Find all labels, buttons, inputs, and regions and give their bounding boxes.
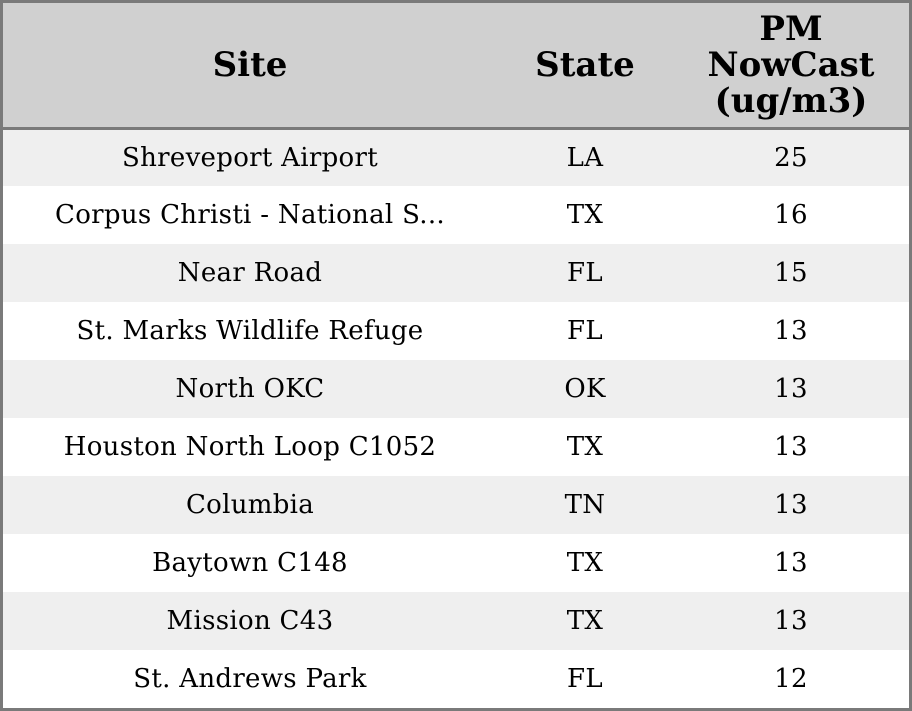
cell-state: FL <box>567 258 603 288</box>
table-row: Columbia TN 13 <box>3 476 909 534</box>
cell-pm-value: 13 <box>774 432 808 462</box>
header-row: Site State PM NowCast (ug/m3) <box>3 3 909 130</box>
cell-site: St. Andrews Park <box>133 664 367 694</box>
cell-site: Houston North Loop C1052 <box>63 432 437 462</box>
column-header-state: State <box>497 3 673 130</box>
cell-site: Mission C43 <box>166 606 334 636</box>
table-row: Near Road FL 15 <box>3 244 909 302</box>
cell-pm-value: 13 <box>774 374 808 404</box>
cell-pm-value: 16 <box>774 200 808 230</box>
table-row: North OKC OK 13 <box>3 360 909 418</box>
cell-site: St. Marks Wildlife Refuge <box>76 316 424 346</box>
cell-site: Shreveport Airport <box>122 142 378 173</box>
cell-pm-value: 25 <box>774 142 808 173</box>
table-row: Mission C43 TX 13 <box>3 592 909 650</box>
table-row: Baytown C148 TX 13 <box>3 534 909 592</box>
cell-pm-value: 15 <box>774 258 808 288</box>
cell-state: TX <box>566 200 604 230</box>
table-row: St. Andrews Park FL 12 <box>3 650 909 708</box>
cell-site: Columbia <box>185 490 315 520</box>
table-row: Houston North Loop C1052 TX 13 <box>3 418 909 476</box>
cell-pm-value: 13 <box>774 606 808 636</box>
cell-state: LA <box>566 142 604 173</box>
cell-pm-value: 12 <box>774 664 808 694</box>
cell-pm-value: 13 <box>774 490 808 520</box>
cell-site: Baytown C148 <box>152 548 348 578</box>
cell-state: TX <box>566 548 604 578</box>
cell-state: TN <box>564 490 606 520</box>
column-header-site: Site <box>3 3 497 130</box>
cell-state: TX <box>566 606 604 636</box>
table-body: Shreveport Airport LA 25 Corpus Christi … <box>3 128 909 708</box>
cell-pm-value: 13 <box>774 548 808 578</box>
cell-site: Near Road <box>177 258 323 288</box>
column-header-pm-nowcast-label: PM NowCast (ug/m3) <box>707 8 875 121</box>
table-row: Corpus Christi - National S... TX 16 <box>3 186 909 244</box>
cell-pm-value: 13 <box>774 316 808 346</box>
cell-state: FL <box>567 316 603 346</box>
table-header: Site State PM NowCast (ug/m3) <box>3 3 909 130</box>
cell-state: TX <box>566 432 604 462</box>
pm-nowcast-table: Site State PM NowCast (ug/m3) Shreveport… <box>3 3 909 708</box>
cell-site: Corpus Christi - National S... <box>55 200 445 230</box>
cell-state: FL <box>567 664 603 694</box>
table-row: Shreveport Airport LA 25 <box>3 128 909 186</box>
cell-state: OK <box>564 374 606 404</box>
cell-site: North OKC <box>175 374 325 404</box>
table-row: St. Marks Wildlife Refuge FL 13 <box>3 302 909 360</box>
column-header-pm-nowcast: PM NowCast (ug/m3) <box>673 3 909 130</box>
